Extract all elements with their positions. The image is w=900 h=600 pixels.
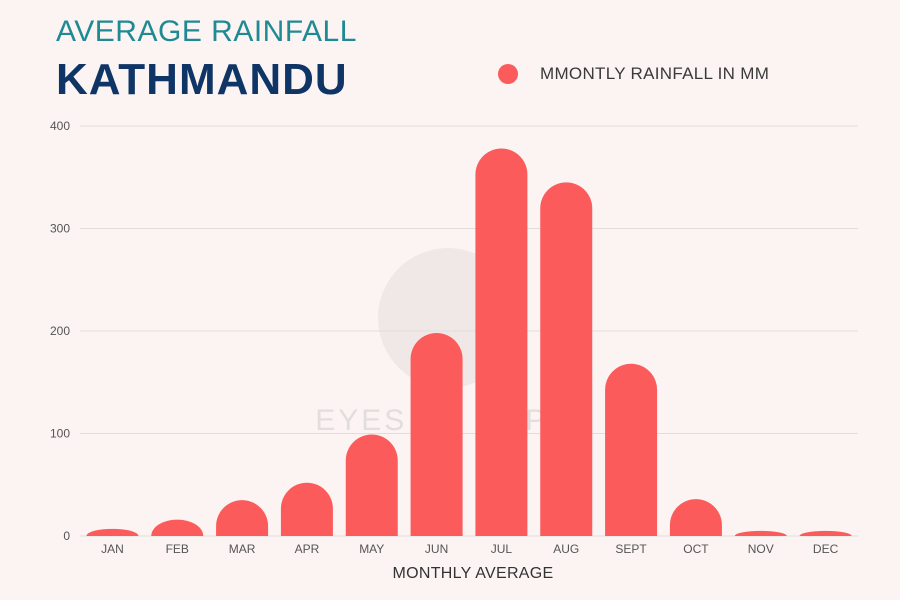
bar <box>86 528 139 536</box>
legend-label: MMONTLY RAINFALL IN MM <box>540 64 770 83</box>
bar <box>280 482 333 536</box>
legend-swatch <box>498 64 518 84</box>
bar <box>540 182 593 536</box>
bar <box>605 363 658 536</box>
chart-subtitle: AVERAGE RAINFALL <box>56 15 357 48</box>
y-tick-label: 100 <box>50 427 70 441</box>
x-tick-label: SEPT <box>615 542 647 556</box>
y-tick-label: 0 <box>63 529 70 543</box>
chart-title: KATHMANDU <box>56 55 348 104</box>
bar <box>475 148 528 537</box>
x-tick-label: OCT <box>683 542 709 556</box>
x-tick-label: DEC <box>813 542 839 556</box>
bar <box>734 530 787 536</box>
y-tick-label: 200 <box>50 324 70 338</box>
x-tick-label: APR <box>295 542 320 556</box>
x-tick-label: FEB <box>166 542 189 556</box>
y-tick-label: 300 <box>50 222 70 236</box>
x-tick-label: JAN <box>101 542 124 556</box>
title-block: AVERAGE RAINFALL KATHMANDU <box>56 14 357 106</box>
x-tick-label: MAR <box>229 542 256 556</box>
bar <box>799 530 852 536</box>
chart-legend: MMONTLY RAINFALL IN MM <box>498 64 769 84</box>
y-tick-label: 400 <box>50 119 70 133</box>
x-tick-label: AUG <box>553 542 579 556</box>
bar <box>410 333 463 536</box>
x-axis-title: MONTHLY AVERAGE <box>393 565 554 582</box>
x-tick-label: NOV <box>748 542 774 556</box>
bar <box>216 500 269 536</box>
bar <box>345 434 398 536</box>
bar <box>151 519 204 536</box>
x-tick-label: JUL <box>491 542 513 556</box>
x-tick-label: MAY <box>359 542 384 556</box>
bar <box>669 499 722 536</box>
x-tick-label: JUN <box>425 542 448 556</box>
